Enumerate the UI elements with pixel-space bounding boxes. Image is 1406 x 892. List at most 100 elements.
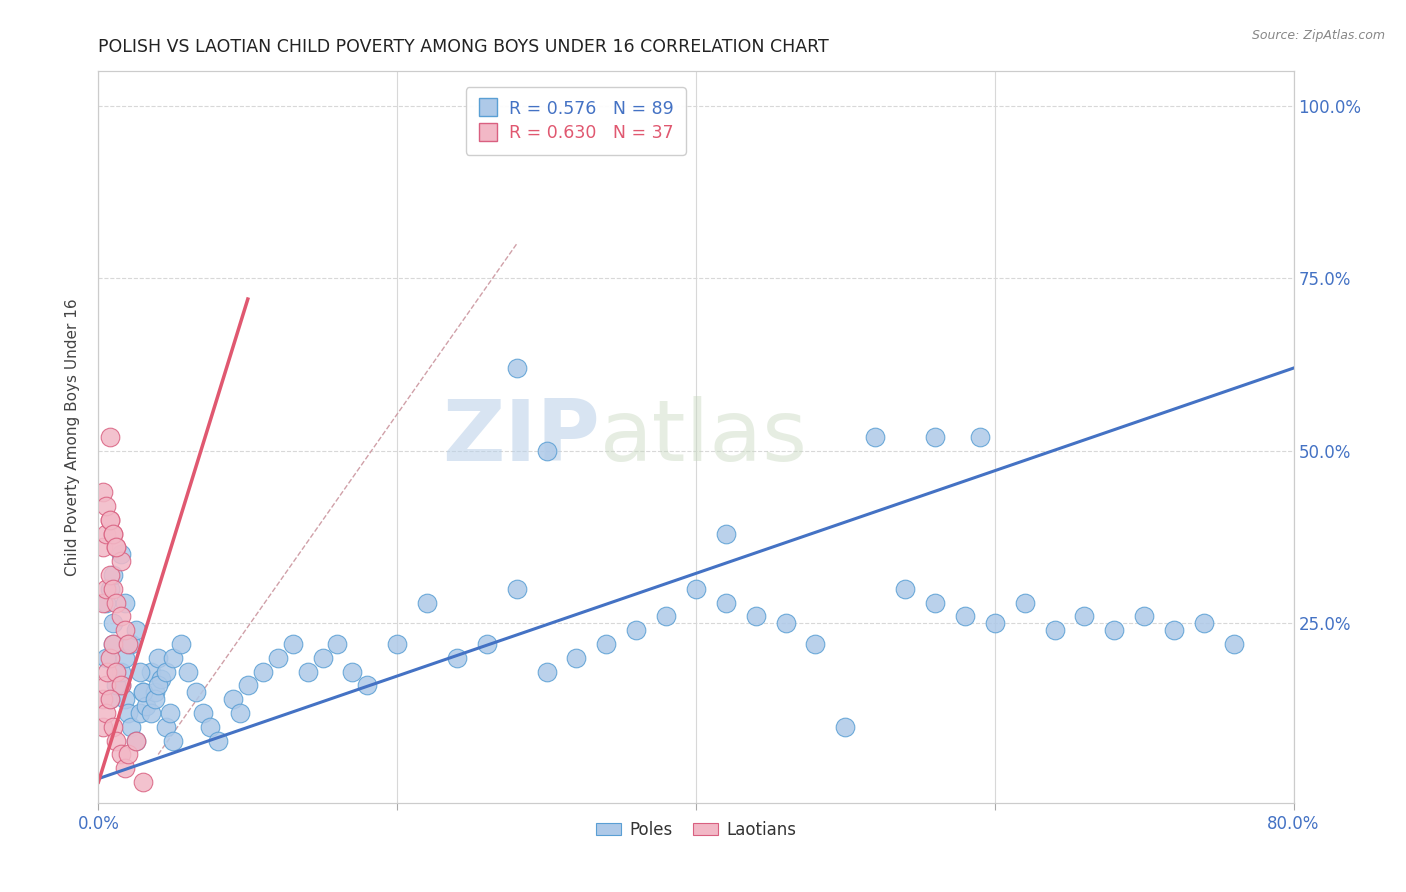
Point: [94, 596, 117, 610]
Point: [117, 637, 139, 651]
Point: [91, 485, 114, 500]
Point: [117, 706, 139, 720]
Point: [655, 609, 678, 624]
Point: [94, 651, 117, 665]
Point: [105, 541, 128, 555]
Point: [105, 596, 128, 610]
Point: [94, 706, 117, 720]
Point: [297, 665, 319, 679]
Point: [1104, 624, 1126, 638]
Point: [311, 651, 333, 665]
Point: [865, 430, 887, 444]
Point: [207, 733, 229, 747]
Point: [91, 541, 114, 555]
Point: [252, 665, 274, 679]
Point: [506, 361, 529, 376]
Y-axis label: Child Poverty Among Boys Under 16: Child Poverty Among Boys Under 16: [65, 298, 80, 576]
Text: ZIP: ZIP: [443, 395, 600, 479]
Point: [114, 624, 136, 638]
Point: [281, 637, 304, 651]
Point: [155, 720, 177, 734]
Point: [129, 706, 152, 720]
Point: [1192, 616, 1215, 631]
Point: [143, 685, 166, 699]
Point: [103, 568, 125, 582]
Point: [94, 582, 117, 596]
Point: [385, 637, 409, 651]
Point: [595, 637, 617, 651]
Point: [1014, 596, 1036, 610]
Point: [110, 609, 132, 624]
Point: [125, 733, 148, 747]
Point: [120, 720, 142, 734]
Point: [1133, 609, 1156, 624]
Point: [103, 637, 125, 651]
Point: [96, 665, 118, 679]
Point: [446, 651, 468, 665]
Point: [103, 526, 125, 541]
Point: [105, 541, 128, 555]
Point: [125, 624, 148, 638]
Point: [536, 665, 558, 679]
Point: [159, 706, 181, 720]
Point: [714, 526, 737, 541]
Point: [105, 733, 128, 747]
Point: [98, 582, 122, 596]
Point: [416, 596, 439, 610]
Point: [565, 651, 588, 665]
Point: [132, 775, 155, 789]
Point: [94, 526, 117, 541]
Point: [953, 609, 976, 624]
Point: [1073, 609, 1095, 624]
Point: [105, 665, 128, 679]
Point: [114, 692, 136, 706]
Point: [98, 430, 122, 444]
Point: [222, 692, 245, 706]
Point: [1223, 637, 1246, 651]
Point: [191, 706, 214, 720]
Point: [135, 699, 157, 714]
Point: [236, 678, 259, 692]
Point: [342, 665, 364, 679]
Point: [326, 637, 349, 651]
Point: [924, 430, 946, 444]
Point: [162, 651, 184, 665]
Point: [103, 526, 125, 541]
Point: [132, 685, 155, 699]
Point: [775, 616, 797, 631]
Point: [356, 678, 378, 692]
Point: [969, 430, 991, 444]
Point: [114, 651, 136, 665]
Point: [924, 596, 946, 610]
Point: [110, 678, 132, 692]
Point: [114, 596, 136, 610]
Point: [103, 720, 125, 734]
Point: [1163, 624, 1185, 638]
Point: [143, 692, 166, 706]
Point: [110, 665, 132, 679]
Point: [103, 582, 125, 596]
Point: [200, 720, 222, 734]
Point: [110, 554, 132, 568]
Point: [91, 720, 114, 734]
Point: [267, 651, 290, 665]
Point: [94, 499, 117, 513]
Point: [894, 582, 917, 596]
Point: [129, 665, 152, 679]
Point: [103, 616, 125, 631]
Point: [229, 706, 252, 720]
Point: [139, 706, 162, 720]
Point: [98, 568, 122, 582]
Point: [148, 678, 170, 692]
Point: [110, 678, 132, 692]
Text: atlas: atlas: [600, 395, 808, 479]
Point: [475, 637, 498, 651]
Point: [117, 747, 139, 762]
Point: [745, 609, 768, 624]
Point: [1043, 624, 1066, 638]
Point: [98, 692, 122, 706]
Point: [125, 733, 148, 747]
Point: [98, 513, 122, 527]
Text: POLISH VS LAOTIAN CHILD POVERTY AMONG BOYS UNDER 16 CORRELATION CHART: POLISH VS LAOTIAN CHILD POVERTY AMONG BO…: [98, 38, 830, 56]
Point: [714, 596, 737, 610]
